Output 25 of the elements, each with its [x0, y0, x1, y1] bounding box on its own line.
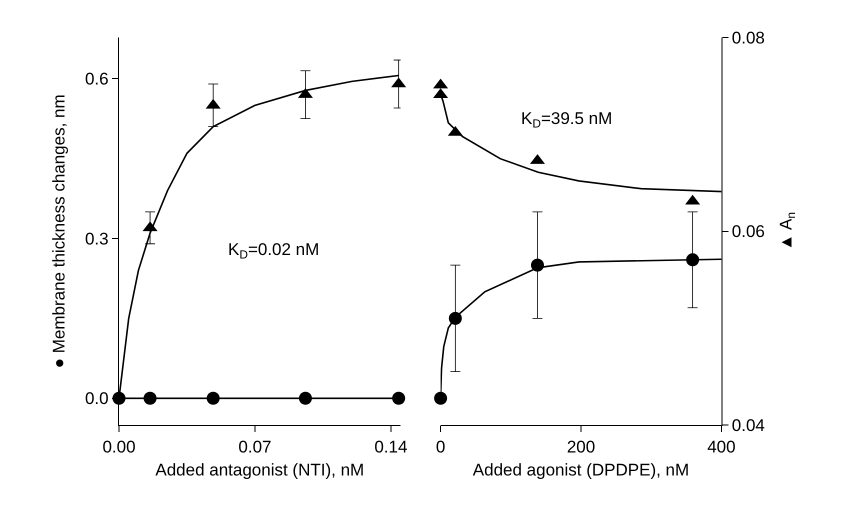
- y-axis-title: ● Membrane thickness changes, nm: [50, 94, 69, 368]
- x-axis-title: Added agonist (DPDPE), nM: [472, 460, 690, 480]
- y-tick-label: 0.0: [84, 389, 109, 408]
- y-tick-label: 0.6: [84, 70, 109, 89]
- x-tick-label: 400: [707, 437, 736, 456]
- x-tick-label: 0.07: [238, 437, 272, 456]
- point: [448, 312, 462, 325]
- point: [392, 392, 406, 405]
- y-tick-label: 0.3: [84, 229, 109, 248]
- point: [434, 392, 448, 405]
- point: [530, 258, 544, 272]
- annotation: K$_{D}$=0.02 nM: [228, 240, 320, 262]
- y2-tick-label: 0.06: [732, 222, 765, 242]
- point: [686, 253, 700, 266]
- x-tick-label: 200: [566, 437, 596, 456]
- x-tick-label: 0.14: [374, 437, 408, 456]
- x-tick-label: 0.00: [102, 437, 136, 456]
- point: [206, 392, 220, 405]
- point: [298, 392, 312, 405]
- x-axis-title: Added antagonist (NTI), nM: [155, 460, 364, 480]
- y2-tick-label: 0.08: [732, 28, 765, 48]
- y2-tick-label: 0.04: [732, 416, 765, 435]
- annotation: K$_{D}$=39.5 nM: [521, 109, 612, 131]
- point: [144, 392, 157, 405]
- x-tick-label: 0: [436, 437, 446, 456]
